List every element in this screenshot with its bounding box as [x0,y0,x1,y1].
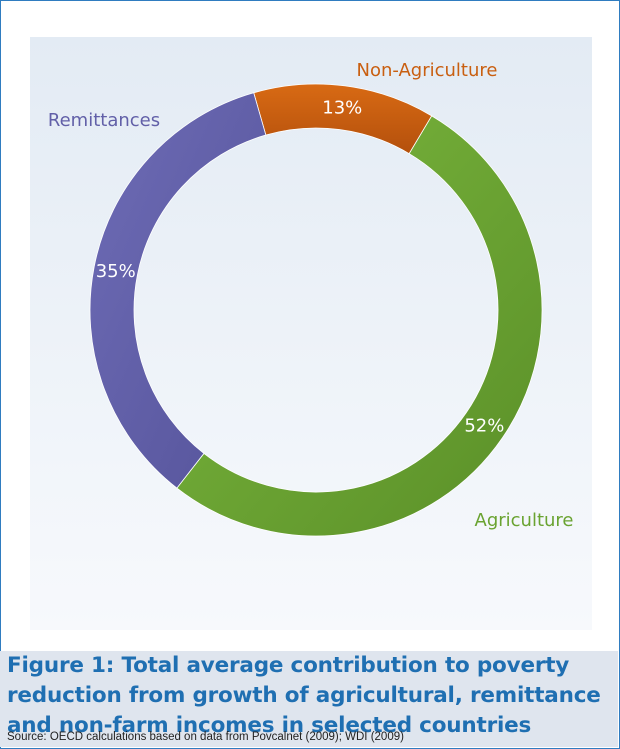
value-label-non-agriculture: 13% [322,98,362,119]
figure-caption-title: Figure 1: Total average contribution to … [7,653,601,738]
caption-panel [0,651,618,747]
value-label-remittances: 35% [96,261,136,282]
value-label-agriculture: 52% [464,415,504,436]
donut-slice-agriculture [176,115,543,537]
figure-source-note: Source: OECD calculations based on data … [7,731,404,743]
category-label-non-agriculture: Non-Agriculture [357,60,498,81]
category-label-remittances: Remittances [48,110,160,131]
donut-slice-remittances [89,92,267,489]
category-label-agriculture: Agriculture [475,510,574,531]
donut-slice-non-agriculture [253,83,433,155]
